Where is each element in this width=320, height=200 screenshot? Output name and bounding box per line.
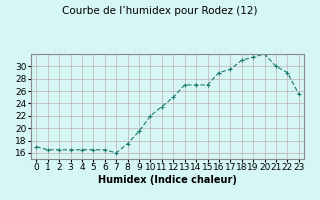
Text: Courbe de l’humidex pour Rodez (12): Courbe de l’humidex pour Rodez (12) [62,6,258,16]
X-axis label: Humidex (Indice chaleur): Humidex (Indice chaleur) [98,175,237,185]
